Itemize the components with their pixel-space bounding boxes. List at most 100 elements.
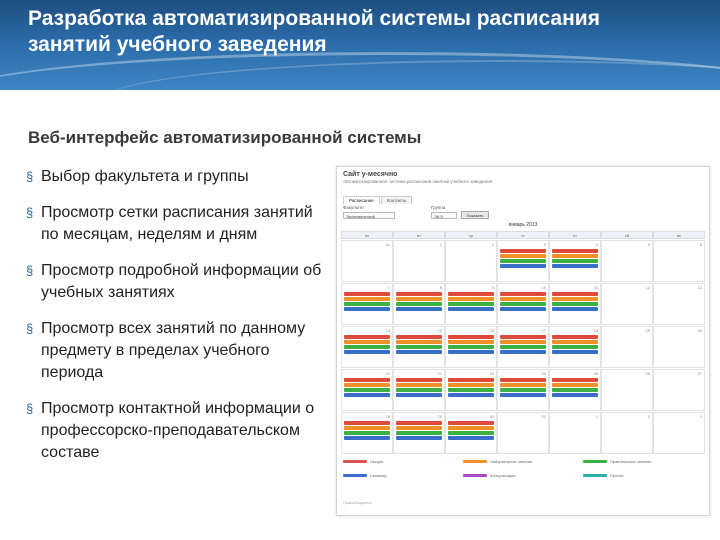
schedule-event[interactable] [396, 421, 442, 425]
calendar-day-cell[interactable]: 6 [653, 240, 705, 282]
schedule-event[interactable] [552, 393, 598, 397]
schedule-event[interactable] [448, 388, 494, 392]
calendar-day-cell[interactable]: 13 [653, 283, 705, 325]
calendar-day-cell[interactable]: 3 [497, 240, 549, 282]
schedule-event[interactable] [552, 297, 598, 301]
schedule-event[interactable] [552, 302, 598, 306]
schedule-event[interactable] [396, 350, 442, 354]
schedule-event[interactable] [448, 431, 494, 435]
calendar-day-cell[interactable]: 4 [549, 240, 601, 282]
schedule-event[interactable] [396, 307, 442, 311]
schedule-event[interactable] [552, 264, 598, 268]
schedule-event[interactable] [448, 350, 494, 354]
calendar-day-cell[interactable]: 8 [393, 283, 445, 325]
schedule-event[interactable] [344, 383, 390, 387]
calendar-day-cell[interactable]: 25 [549, 369, 601, 411]
schedule-event[interactable] [500, 383, 546, 387]
schedule-event[interactable] [396, 388, 442, 392]
schedule-event[interactable] [396, 378, 442, 382]
schedule-event[interactable] [396, 335, 442, 339]
schedule-event[interactable] [396, 292, 442, 296]
schedule-event[interactable] [448, 292, 494, 296]
schedule-event[interactable] [448, 378, 494, 382]
calendar-day-cell[interactable]: 1 [549, 412, 601, 454]
schedule-event[interactable] [344, 388, 390, 392]
schedule-event[interactable] [344, 421, 390, 425]
schedule-event[interactable] [396, 426, 442, 430]
schedule-event[interactable] [500, 292, 546, 296]
calendar-day-cell[interactable]: 17 [497, 326, 549, 368]
schedule-event[interactable] [396, 340, 442, 344]
schedule-event[interactable] [396, 393, 442, 397]
schedule-event[interactable] [344, 302, 390, 306]
calendar-day-cell[interactable]: 9 [445, 283, 497, 325]
schedule-event[interactable] [344, 436, 390, 440]
calendar-day-cell[interactable]: 31 [497, 412, 549, 454]
schedule-event[interactable] [448, 436, 494, 440]
schedule-event[interactable] [500, 264, 546, 268]
schedule-event[interactable] [552, 307, 598, 311]
calendar-day-cell[interactable]: 21 [341, 369, 393, 411]
schedule-event[interactable] [552, 340, 598, 344]
calendar-day-cell[interactable]: 12 [601, 283, 653, 325]
schedule-event[interactable] [500, 393, 546, 397]
schedule-event[interactable] [552, 254, 598, 258]
schedule-event[interactable] [552, 378, 598, 382]
calendar-day-cell[interactable]: 15 [393, 326, 445, 368]
calendar-day-cell[interactable]: 30 [445, 412, 497, 454]
calendar-day-cell[interactable]: 27 [653, 369, 705, 411]
schedule-event[interactable] [500, 307, 546, 311]
schedule-event[interactable] [552, 335, 598, 339]
calendar-day-cell[interactable]: 3 [653, 412, 705, 454]
schedule-event[interactable] [396, 302, 442, 306]
schedule-event[interactable] [344, 307, 390, 311]
schedule-event[interactable] [396, 297, 442, 301]
calendar-day-cell[interactable]: 24 [497, 369, 549, 411]
schedule-event[interactable] [500, 388, 546, 392]
schedule-event[interactable] [552, 345, 598, 349]
group-select[interactable]: ЭК-5 [431, 212, 457, 219]
schedule-event[interactable] [344, 378, 390, 382]
schedule-event[interactable] [448, 340, 494, 344]
schedule-event[interactable] [344, 431, 390, 435]
schedule-event[interactable] [500, 350, 546, 354]
schedule-event[interactable] [500, 340, 546, 344]
calendar-day-cell[interactable]: 2 [601, 412, 653, 454]
schedule-event[interactable] [448, 297, 494, 301]
schedule-event[interactable] [448, 393, 494, 397]
schedule-event[interactable] [344, 292, 390, 296]
calendar-day-cell[interactable]: 16 [445, 326, 497, 368]
schedule-event[interactable] [448, 383, 494, 387]
schedule-event[interactable] [500, 297, 546, 301]
schedule-event[interactable] [344, 297, 390, 301]
schedule-event[interactable] [448, 426, 494, 430]
calendar-day-cell[interactable]: 29 [393, 412, 445, 454]
calendar-day-cell[interactable]: 20 [653, 326, 705, 368]
tab-schedule[interactable]: Расписание [343, 196, 380, 204]
schedule-event[interactable] [396, 431, 442, 435]
schedule-event[interactable] [552, 249, 598, 253]
schedule-event[interactable] [396, 345, 442, 349]
calendar-day-cell[interactable]: 11 [549, 283, 601, 325]
schedule-event[interactable] [448, 421, 494, 425]
schedule-event[interactable] [500, 335, 546, 339]
tab-contacts[interactable]: Контакты [380, 196, 413, 204]
schedule-event[interactable] [344, 335, 390, 339]
show-button[interactable]: Показать [461, 211, 489, 219]
schedule-event[interactable] [552, 350, 598, 354]
schedule-event[interactable] [500, 254, 546, 258]
calendar-day-cell[interactable]: 31 [341, 240, 393, 282]
schedule-event[interactable] [344, 345, 390, 349]
schedule-event[interactable] [448, 302, 494, 306]
calendar-day-cell[interactable]: 19 [601, 326, 653, 368]
schedule-event[interactable] [500, 345, 546, 349]
schedule-event[interactable] [500, 378, 546, 382]
calendar-day-cell[interactable]: 2 [445, 240, 497, 282]
calendar-day-cell[interactable]: 5 [601, 240, 653, 282]
calendar-day-cell[interactable]: 14 [341, 326, 393, 368]
schedule-event[interactable] [448, 307, 494, 311]
calendar-day-cell[interactable]: 23 [445, 369, 497, 411]
calendar-day-cell[interactable]: 28 [341, 412, 393, 454]
schedule-event[interactable] [448, 335, 494, 339]
schedule-event[interactable] [500, 259, 546, 263]
